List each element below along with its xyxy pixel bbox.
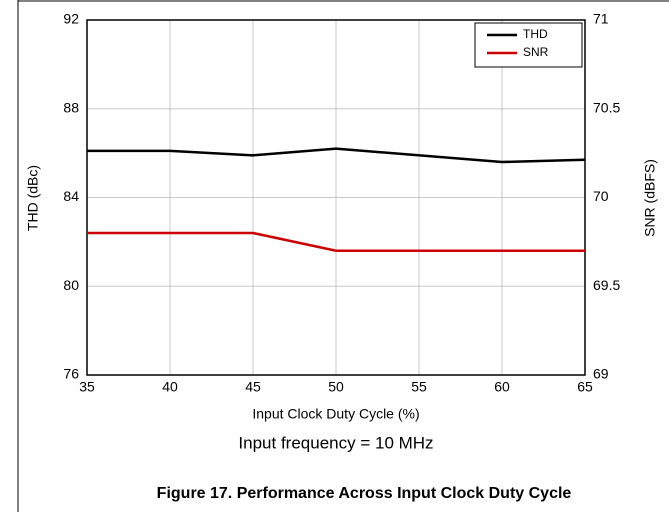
subtitle: Input frequency = 10 MHz <box>238 433 433 452</box>
data-line <box>87 147 586 164</box>
x-tick-label: 60 <box>494 379 510 395</box>
y2-tick-label: 70.5 <box>593 99 620 115</box>
legend-box <box>474 22 583 68</box>
y2-tick-label: 69.5 <box>593 277 620 293</box>
y2-tick-label: 69 <box>593 366 609 382</box>
y-tick-label: 80 <box>63 277 79 293</box>
data-line <box>87 231 585 252</box>
x-tick-label: 65 <box>577 379 593 395</box>
legend-label: THD <box>523 27 548 41</box>
y-tick-label: 84 <box>63 188 79 204</box>
x-tick-label: 45 <box>245 379 261 395</box>
y-tick-label: 92 <box>63 11 79 27</box>
y-tick-label: 76 <box>63 366 79 382</box>
x-tick-label: 35 <box>79 379 95 395</box>
plot-frame <box>86 19 586 376</box>
x-axis-label: Input Clock Duty Cycle (%) <box>252 406 419 422</box>
chart-title: Figure 17. Performance Across Input Cloc… <box>157 485 572 502</box>
y-tick-label: 88 <box>63 99 79 115</box>
legend-label: SNR <box>523 45 549 59</box>
y2-axis-label: SNR (dBFS) <box>642 159 658 237</box>
y2-tick-label: 71 <box>593 11 609 27</box>
x-tick-label: 55 <box>411 379 427 395</box>
x-tick-label: 40 <box>162 379 178 395</box>
y-axis-label: THD (dBc) <box>25 165 41 231</box>
y2-tick-label: 70 <box>593 188 609 204</box>
x-tick-label: 50 <box>328 379 344 395</box>
